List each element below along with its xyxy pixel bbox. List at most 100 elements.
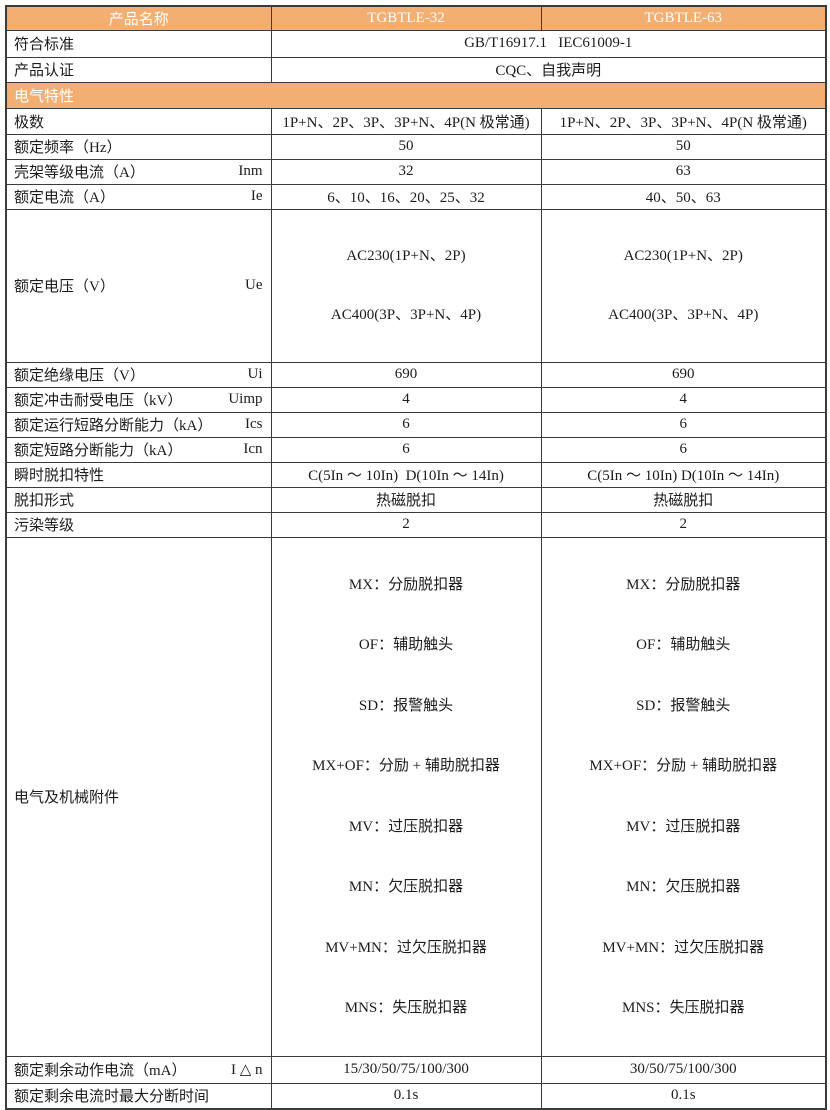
accessories-32-line: MV：过压脱扣器 [348,818,464,835]
pollution-label: 污染等级 [14,518,75,534]
rated-current-symbol: Ie [250,188,263,204]
rated-voltage-symbol: Ue [245,277,263,293]
accessories-32-line: MX：分励脱扣器 [348,576,464,593]
rated-voltage-63-line2: AC400(3P、3P+N、4P) [608,306,759,323]
icn-symbol: Icn [243,441,263,457]
residual-current-label: 额定剩余动作电流（mA） [14,1063,187,1079]
accessories-32-line: MX+OF：分励 + 辅助脱扣器 [312,758,500,774]
ics-value-63: 6 [540,411,827,438]
row-poles: 极数 1P+N、2P、3P、3P+N、4P(N 极常通) 1P+N、2P、3P、… [5,107,827,135]
poles-label: 极数 [14,114,45,131]
breaking-time-label: 额定剩余电流时最大分断时间 [14,1089,210,1106]
row-pollution: 污染等级 2 2 [5,511,827,538]
icn-label: 额定短路分断能力（kA） [14,443,183,459]
impulse-voltage-symbol: Uimp [228,391,263,407]
row-certification: 产品认证 CQC、自我声明 [5,56,827,83]
insulation-voltage-label: 额定绝缘电压（V） [14,368,145,384]
row-insulation-voltage: 额定绝缘电压（V） Ui 690 690 [5,361,827,388]
standards-label: 符合标准 [14,37,75,53]
row-frequency: 额定频率（Hz） 50 50 [5,133,827,160]
spec-table: 产品名称 TGBTLE-32 TGBTLE-63 符合标准 GB/T16917.… [5,5,827,1110]
rated-voltage-63-line1: AC230(1P+N、2P) [623,247,743,264]
accessories-32-line: SD：报警触头 [358,697,454,714]
breaking-time-value-63: 0.1s [540,1082,827,1110]
standards-value: GB/T16917.1 IEC61009-1 [270,29,827,58]
row-impulse-voltage: 额定冲击耐受电压（kV） Uimp 4 4 [5,386,827,413]
accessories-value-32: MX：分励脱扣器 OF：辅助触头 SD：报警触头 MX+OF：分励 + 辅助脱扣… [270,536,542,1057]
row-standards: 符合标准 GB/T16917.1 IEC61009-1 [5,29,827,58]
rated-current-value-63: 40、50、63 [540,183,827,210]
impulse-voltage-value-63: 4 [540,386,827,413]
frequency-label: 额定频率（Hz） [14,140,122,156]
standards-label-cell: 符合标准 [5,29,272,58]
accessories-63-line: SD：报警触头 [636,697,731,714]
table-header-row: 产品名称 TGBTLE-32 TGBTLE-63 [5,5,827,31]
rated-voltage-value-32: AC230(1P+N、2P) AC400(3P、3P+N、4P) [270,208,542,363]
row-rated-current: 额定电流（A） Ie 6、10、16、20、25、32 40、50、63 [5,183,827,210]
insulation-voltage-symbol: Ui [247,366,263,382]
rated-voltage-label: 额定电压（V） [14,279,115,295]
instant-trip-value-32: C(5In ～ 10In) D(10In ～ 14In) [270,461,542,488]
accessories-32-line: MN：欠压脱扣器 [348,879,464,895]
accessories-32-line: MNS：失压脱扣器 [344,1000,468,1016]
certification-label-cell: 产品认证 [5,56,272,83]
certification-value: CQC、自我声明 [270,56,827,83]
ics-label: 额定运行短路分断能力（kA） [14,418,213,434]
frame-current-value-63: 63 [540,158,827,185]
breaking-time-value-32: 0.1s [270,1082,542,1110]
impulse-voltage-label: 额定冲击耐受电压（kV） [14,393,183,409]
accessories-63-line: MN：欠压脱扣器 [626,879,741,895]
row-accessories: 电气及机械附件 MX：分励脱扣器 OF：辅助触头 SD：报警触头 MX+OF：分… [5,536,827,1057]
row-frame-current: 壳架等级电流（A） Inm 32 63 [5,158,827,185]
residual-current-value-32: 15/30/50/75/100/300 [270,1055,542,1084]
icn-value-63: 6 [540,436,827,463]
residual-current-symbol: I △ n [230,1062,263,1078]
rated-voltage-32-line1: AC230(1P+N、2P) [346,247,466,264]
row-instant-trip: 瞬时脱扣特性 C(5In ～ 10In) D(10In ～ 14In) C(5I… [5,461,827,488]
rated-current-value-32: 6、10、16、20、25、32 [270,183,542,210]
pollution-value-32: 2 [270,511,542,538]
accessories-32-line: MV+MN：过欠压脱扣器 [325,939,487,956]
row-breaking-time: 额定剩余电流时最大分断时间 0.1s 0.1s [5,1082,827,1110]
instant-trip-value-63: C(5In ～ 10In) D(10In ～ 14In) [540,461,827,488]
insulation-voltage-value-32: 690 [270,361,542,388]
frequency-value-63: 50 [540,133,827,160]
trip-type-label: 脱扣形式 [14,493,75,509]
accessories-32-line: OF：辅助触头 [358,637,454,653]
accessories-63-line: OF：辅助触头 [636,637,731,653]
frame-current-label: 壳架等级电流（A） [14,165,145,181]
accessories-63-line: MV：过压脱扣器 [626,818,741,835]
section-header-electrical: 电气特性 [5,81,827,109]
residual-current-value-63: 30/50/75/100/300 [540,1055,827,1084]
section-header-label: 电气特性 [5,81,827,109]
rated-voltage-value-63: AC230(1P+N、2P) AC400(3P、3P+N、4P) [540,208,827,363]
poles-value-63: 1P+N、2P、3P、3P+N、4P(N 极常通) [540,107,827,135]
ics-value-32: 6 [270,411,542,438]
icn-value-32: 6 [270,436,542,463]
poles-value-32: 1P+N、2P、3P、3P+N、4P(N 极常通) [270,107,542,135]
certification-label: 产品认证 [14,63,75,79]
pollution-value-63: 2 [540,511,827,538]
ics-symbol: Ics [245,416,263,432]
row-residual-current: 额定剩余动作电流（mA） I △ n 15/30/50/75/100/300 30… [5,1055,827,1084]
product-name-header: 产品名称 [5,5,272,31]
rated-current-label: 额定电流（A） [14,190,115,206]
trip-type-value-63: 热磁脱扣 [540,486,827,513]
impulse-voltage-value-32: 4 [270,386,542,413]
accessories-63-line: MNS：失压脱扣器 [621,1000,745,1016]
accessories-label: 电气及机械附件 [14,790,120,806]
accessories-63-line: MV+MN：过欠压脱扣器 [602,939,765,956]
model-header-tgbtle32: TGBTLE-32 [270,5,542,31]
instant-trip-label: 瞬时脱扣特性 [14,468,105,484]
row-icn: 额定短路分断能力（kA） Icn 6 6 [5,436,827,463]
frequency-value-32: 50 [270,133,542,160]
accessories-63-line: MX：分励脱扣器 [626,576,741,593]
rated-voltage-32-line2: AC400(3P、3P+N、4P) [330,306,482,323]
accessories-63-line: MX+OF：分励 + 辅助脱扣器 [589,758,778,774]
insulation-voltage-value-63: 690 [540,361,827,388]
model-header-tgbtle63: TGBTLE-63 [540,5,827,31]
frame-current-symbol: Inm [238,163,263,179]
row-trip-type: 脱扣形式 热磁脱扣 热磁脱扣 [5,486,827,513]
trip-type-value-32: 热磁脱扣 [270,486,542,513]
accessories-value-63: MX：分励脱扣器 OF：辅助触头 SD：报警触头 MX+OF：分励 + 辅助脱扣… [540,536,827,1057]
